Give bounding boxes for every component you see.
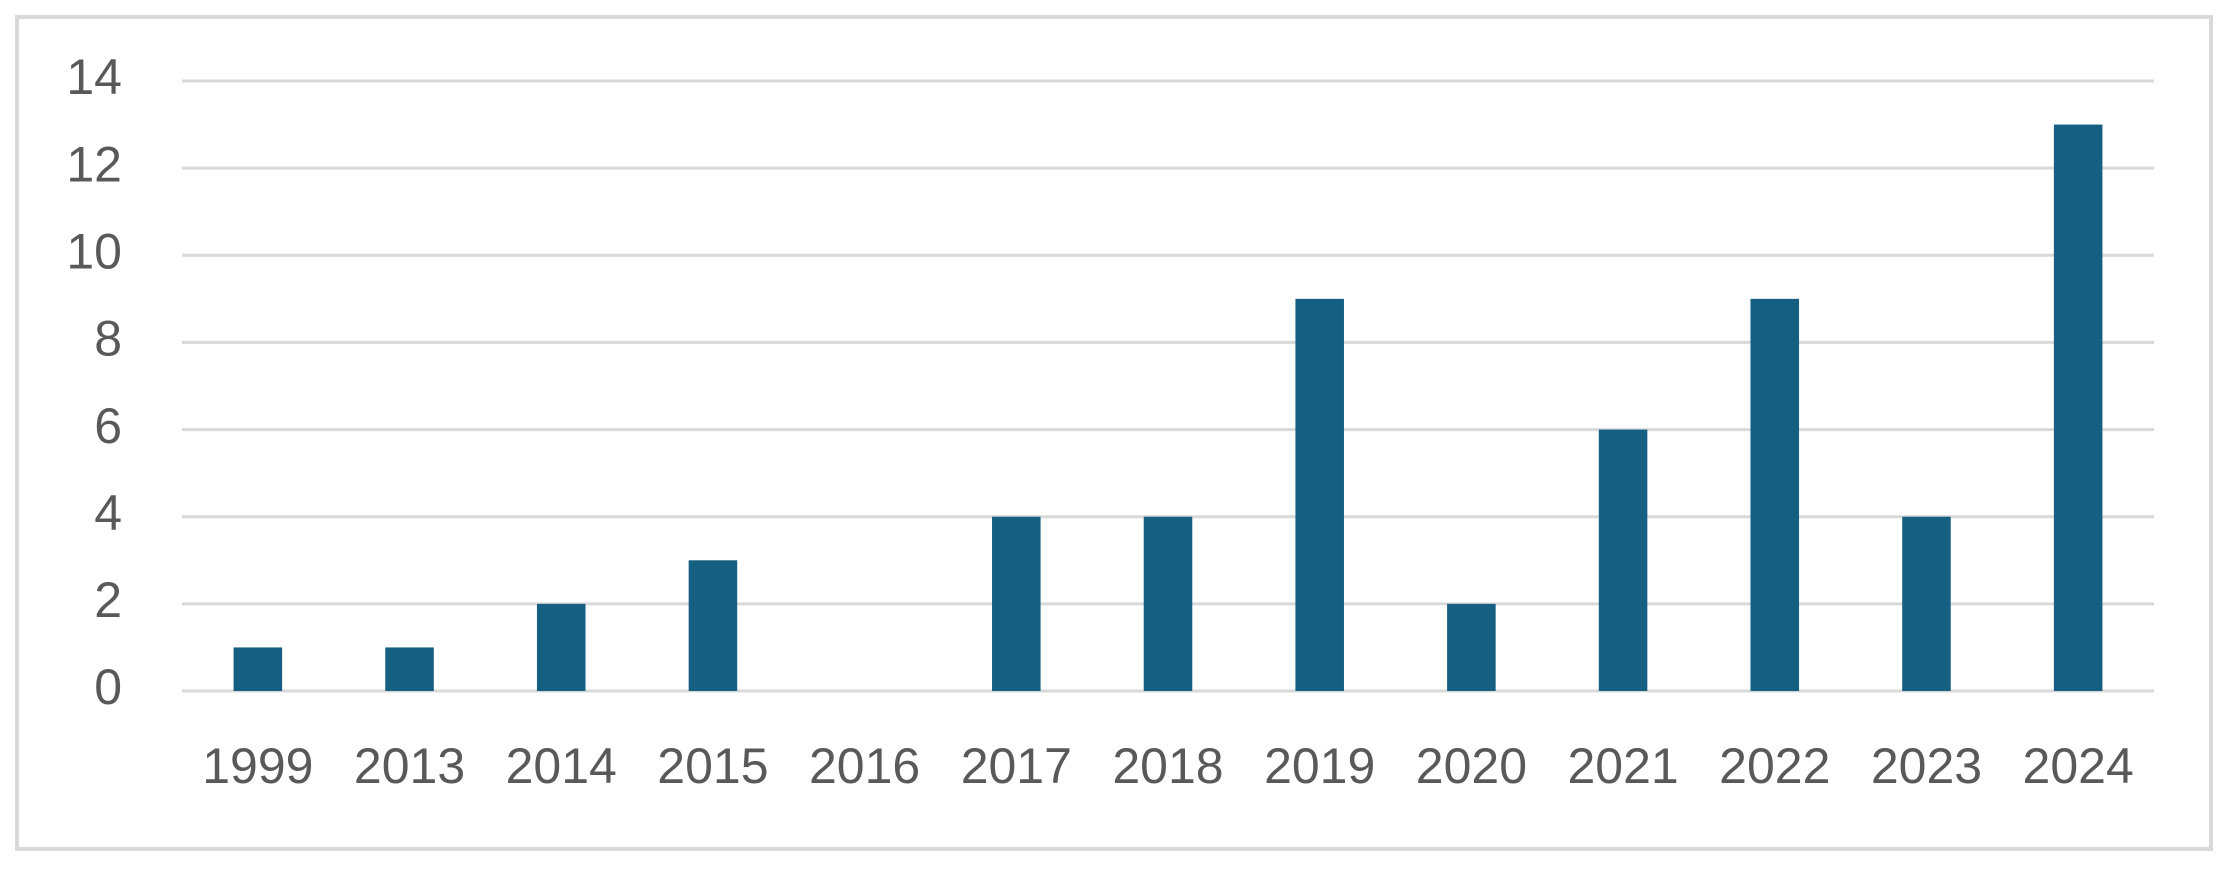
x-tick-label: 2020 [1416, 738, 1527, 794]
bar [688, 560, 738, 691]
x-tick-label: 2023 [1871, 738, 1982, 794]
bar [233, 647, 283, 691]
x-tick-label: 2024 [2023, 738, 2134, 794]
bar [1598, 429, 1648, 691]
x-tick-label: 2015 [657, 738, 768, 794]
x-tick-label: 2021 [1567, 738, 1678, 794]
y-tick-label: 12 [66, 136, 122, 192]
bar [2053, 124, 2103, 692]
x-tick-label: 2016 [809, 738, 920, 794]
bar [385, 647, 434, 691]
y-tick-label: 14 [66, 49, 122, 105]
y-tick-label: 8 [94, 311, 122, 367]
y-tick-label: 10 [66, 223, 122, 279]
bar [1143, 516, 1193, 691]
x-tick-label: 2018 [1112, 738, 1223, 794]
x-tick-label: 2022 [1719, 738, 1830, 794]
x-tick-label: 2017 [961, 738, 1072, 794]
y-tick-label: 0 [94, 659, 122, 715]
y-tick-label: 6 [94, 398, 122, 454]
bar [1902, 516, 1951, 691]
x-tick-label: 1999 [202, 738, 313, 794]
bar [1750, 298, 1800, 691]
x-tick-label: 2019 [1264, 738, 1375, 794]
bar [992, 516, 1041, 691]
y-tick-label: 2 [94, 572, 122, 628]
bar [1295, 298, 1344, 691]
x-tick-label: 2013 [354, 738, 465, 794]
bar [536, 603, 586, 691]
y-tick-label: 4 [94, 485, 122, 541]
x-tick-label: 2014 [506, 738, 617, 794]
bar [1447, 603, 1496, 691]
chart-frame [15, 15, 2213, 851]
